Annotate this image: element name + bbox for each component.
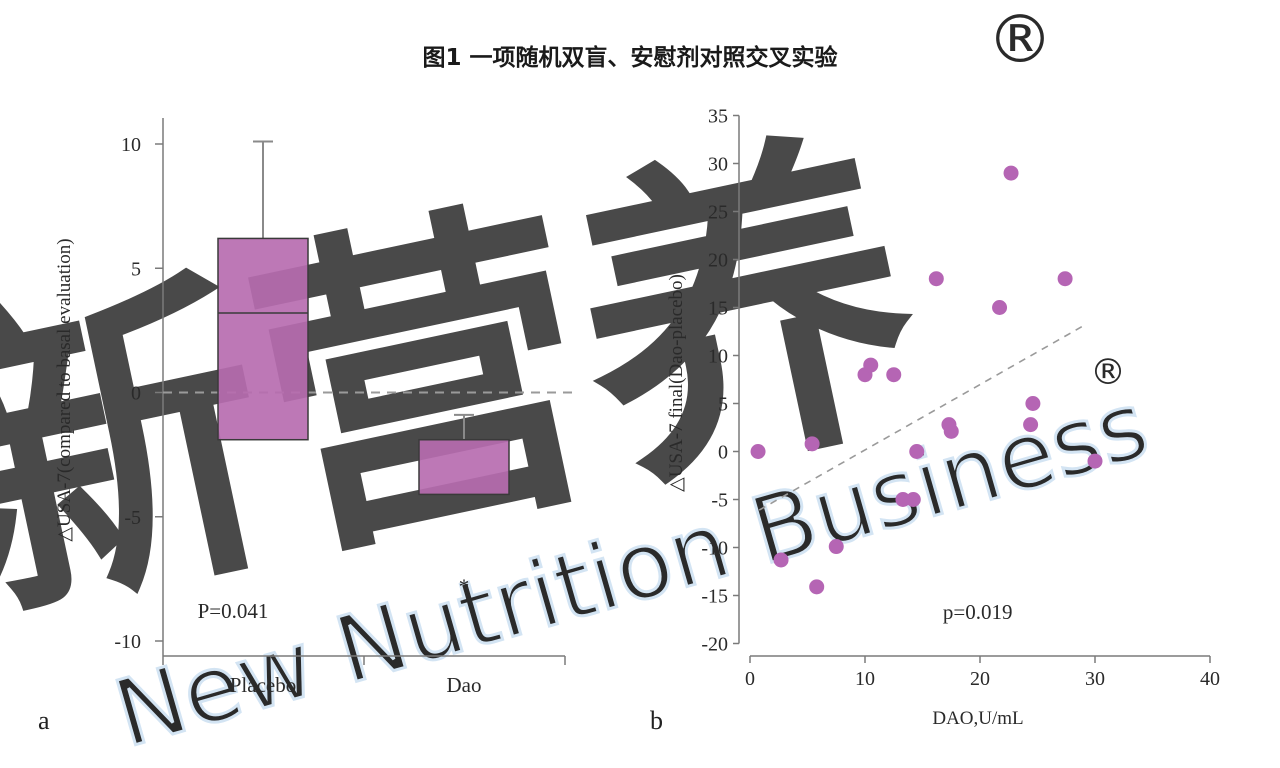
x-tick-label: 30 (1085, 668, 1105, 690)
y-tick-label: 20 (708, 250, 728, 272)
scatter-point (992, 300, 1008, 315)
x-tick-label: 20 (970, 668, 990, 690)
y-tick-label: 10 (121, 134, 141, 156)
scatter-point (828, 539, 844, 555)
y-tick-label: 35 (708, 106, 728, 128)
scatter-point (1023, 417, 1039, 433)
y-tick-label: 5 (718, 394, 728, 416)
scatter-point (909, 444, 925, 459)
p-value-label: p=0.019 (943, 600, 1013, 624)
x-tick-label: 40 (1200, 668, 1220, 690)
y-axis-title: △USA-7 final(Dao-placebo) (666, 274, 687, 492)
chart-a-box-plot: -10 -5 0 5 10 Placebo Dao △USA-7(compared to ba… (54, 118, 572, 697)
y-tick-label: -5 (124, 507, 141, 529)
box-placebo (217, 237, 309, 441)
panel-label-b: b (650, 706, 663, 735)
panel-label-a: a (38, 706, 50, 735)
x-category-label: Placebo (230, 673, 296, 697)
y-tick-label: -20 (701, 634, 728, 656)
y-tick-label: 30 (708, 154, 728, 176)
y-tick-label: 0 (131, 383, 141, 405)
watermark-registered-mark-small: ® (1090, 352, 1126, 393)
watermark-registered-mark: ® (987, 1, 1053, 78)
scatter-point (1087, 453, 1103, 469)
scatter-point (1003, 165, 1019, 181)
scatter-point (928, 271, 944, 287)
figure-title: 图1 一项随机双盲、安慰剂对照交叉实验 (422, 45, 838, 71)
scatter-point (804, 436, 820, 452)
y-axis-title: △USA-7(compared to basal evaluation) (54, 238, 75, 541)
y-tick-label: -5 (711, 490, 728, 512)
scatter-point (809, 579, 825, 595)
y-tick-label: -10 (701, 538, 728, 560)
scatter-point (773, 552, 789, 568)
scatter-point (943, 423, 959, 439)
regression-trend-line (758, 325, 1084, 511)
x-tick-label: 10 (855, 668, 875, 690)
scatter-point (1025, 396, 1041, 411)
scatter-point (905, 492, 921, 507)
box-dao (418, 438, 510, 496)
y-tick-label: 5 (131, 258, 141, 280)
x-tick-label: 0 (745, 668, 755, 690)
y-tick-label: -15 (701, 586, 728, 608)
scatter-point (886, 367, 902, 383)
x-category-label: Dao (447, 673, 482, 697)
y-tick-label: 10 (708, 346, 728, 368)
significance-asterisk: * (459, 574, 470, 598)
p-value-label: P=0.041 (198, 599, 269, 623)
scatter-point (1057, 271, 1073, 287)
y-tick-label: 15 (708, 298, 728, 320)
y-tick-label: -10 (114, 631, 141, 653)
x-axis-title: DAO,U/mL (932, 708, 1023, 729)
scatter-point (863, 357, 879, 373)
y-tick-label: 25 (708, 202, 728, 224)
y-tick-label: 0 (718, 442, 728, 464)
scatter-point (895, 492, 911, 507)
scatter-point (750, 444, 766, 459)
